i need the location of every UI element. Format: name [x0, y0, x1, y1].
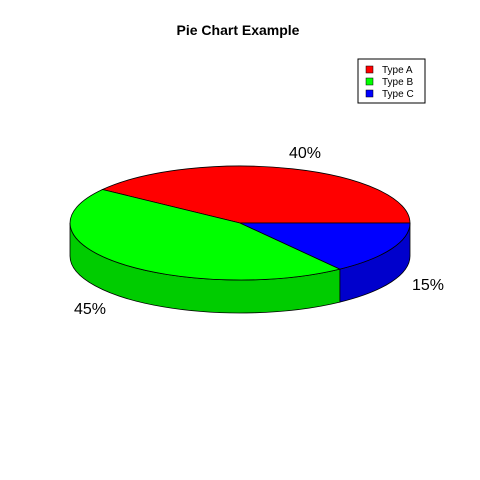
chart-title: Pie Chart Example	[177, 22, 300, 38]
pie-slice-type-a	[101, 165, 411, 224]
legend-label-type-b: Type B	[382, 77, 413, 88]
pie-tops	[69, 165, 411, 281]
slice-label-type-c: 15%	[412, 277, 444, 294]
legend-swatch-type-c	[365, 89, 374, 98]
pie-slice-type-c	[239, 222, 411, 270]
legend-swatch-type-a	[365, 65, 374, 74]
legend: Type A Type B Type C	[357, 58, 426, 104]
legend-label-type-c: Type C	[382, 89, 414, 100]
legend-swatch-type-b	[365, 77, 374, 86]
slice-label-type-a: 40%	[289, 145, 321, 162]
slice-label-type-b: 45%	[74, 301, 106, 318]
legend-label-type-a: Type A	[382, 65, 413, 76]
pie-slice-type-b	[69, 189, 342, 281]
